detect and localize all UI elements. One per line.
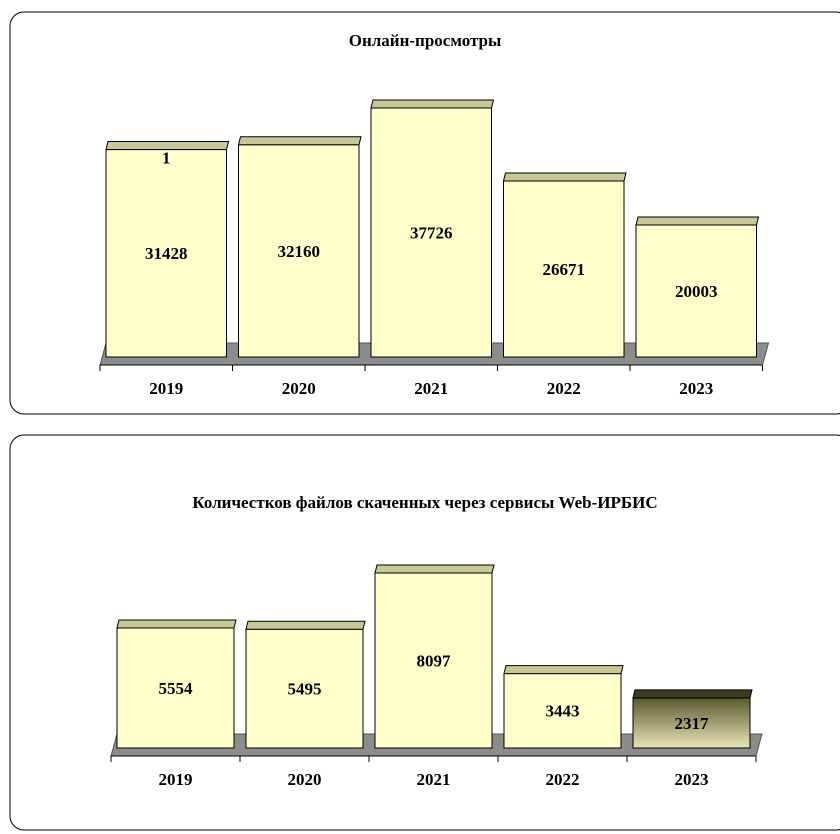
value-label: 5554 (159, 679, 194, 698)
value-label: 3443 (546, 702, 580, 721)
value-label: 5495 (288, 680, 322, 699)
bar-top (237, 136, 362, 146)
value-label: 31428 (145, 244, 188, 263)
x-tick-label: 2021 (417, 770, 451, 789)
bar-top (503, 665, 624, 675)
x-tick-label: 2020 (282, 379, 316, 398)
value-label: 8097 (417, 651, 452, 670)
bar-top (502, 172, 627, 182)
bar-top (370, 99, 495, 109)
bar-top (635, 216, 760, 226)
x-tick-label: 2022 (546, 770, 580, 789)
x-tick-label: 2019 (149, 379, 183, 398)
bar (238, 144, 360, 358)
bar (116, 627, 235, 749)
x-tick-label: 2023 (679, 379, 713, 398)
value-label: 26671 (543, 260, 586, 279)
bar (370, 107, 492, 358)
bar (632, 697, 751, 749)
value-label: 37726 (410, 223, 453, 242)
x-tick-label: 2023 (675, 770, 709, 789)
value-label: 32160 (278, 242, 321, 261)
bar (503, 180, 625, 358)
bar-top (116, 619, 237, 629)
x-tick-label: 2022 (547, 379, 581, 398)
chart-title: Количестков файлов скаченных через серви… (192, 493, 657, 512)
bar (374, 572, 493, 749)
bar-top (632, 689, 753, 699)
bar-top (374, 564, 495, 574)
x-tick-label: 2021 (414, 379, 448, 398)
x-tick-label: 2020 (288, 770, 322, 789)
value-label: 1 (162, 148, 171, 167)
x-tick-label: 2019 (159, 770, 193, 789)
value-label: 2317 (675, 714, 710, 733)
bar-top (245, 620, 366, 630)
bar-top (105, 141, 230, 151)
chart-title: Онлайн-просмотры (349, 31, 502, 50)
bar (105, 149, 227, 358)
bar (503, 673, 622, 749)
value-label: 20003 (675, 282, 718, 301)
